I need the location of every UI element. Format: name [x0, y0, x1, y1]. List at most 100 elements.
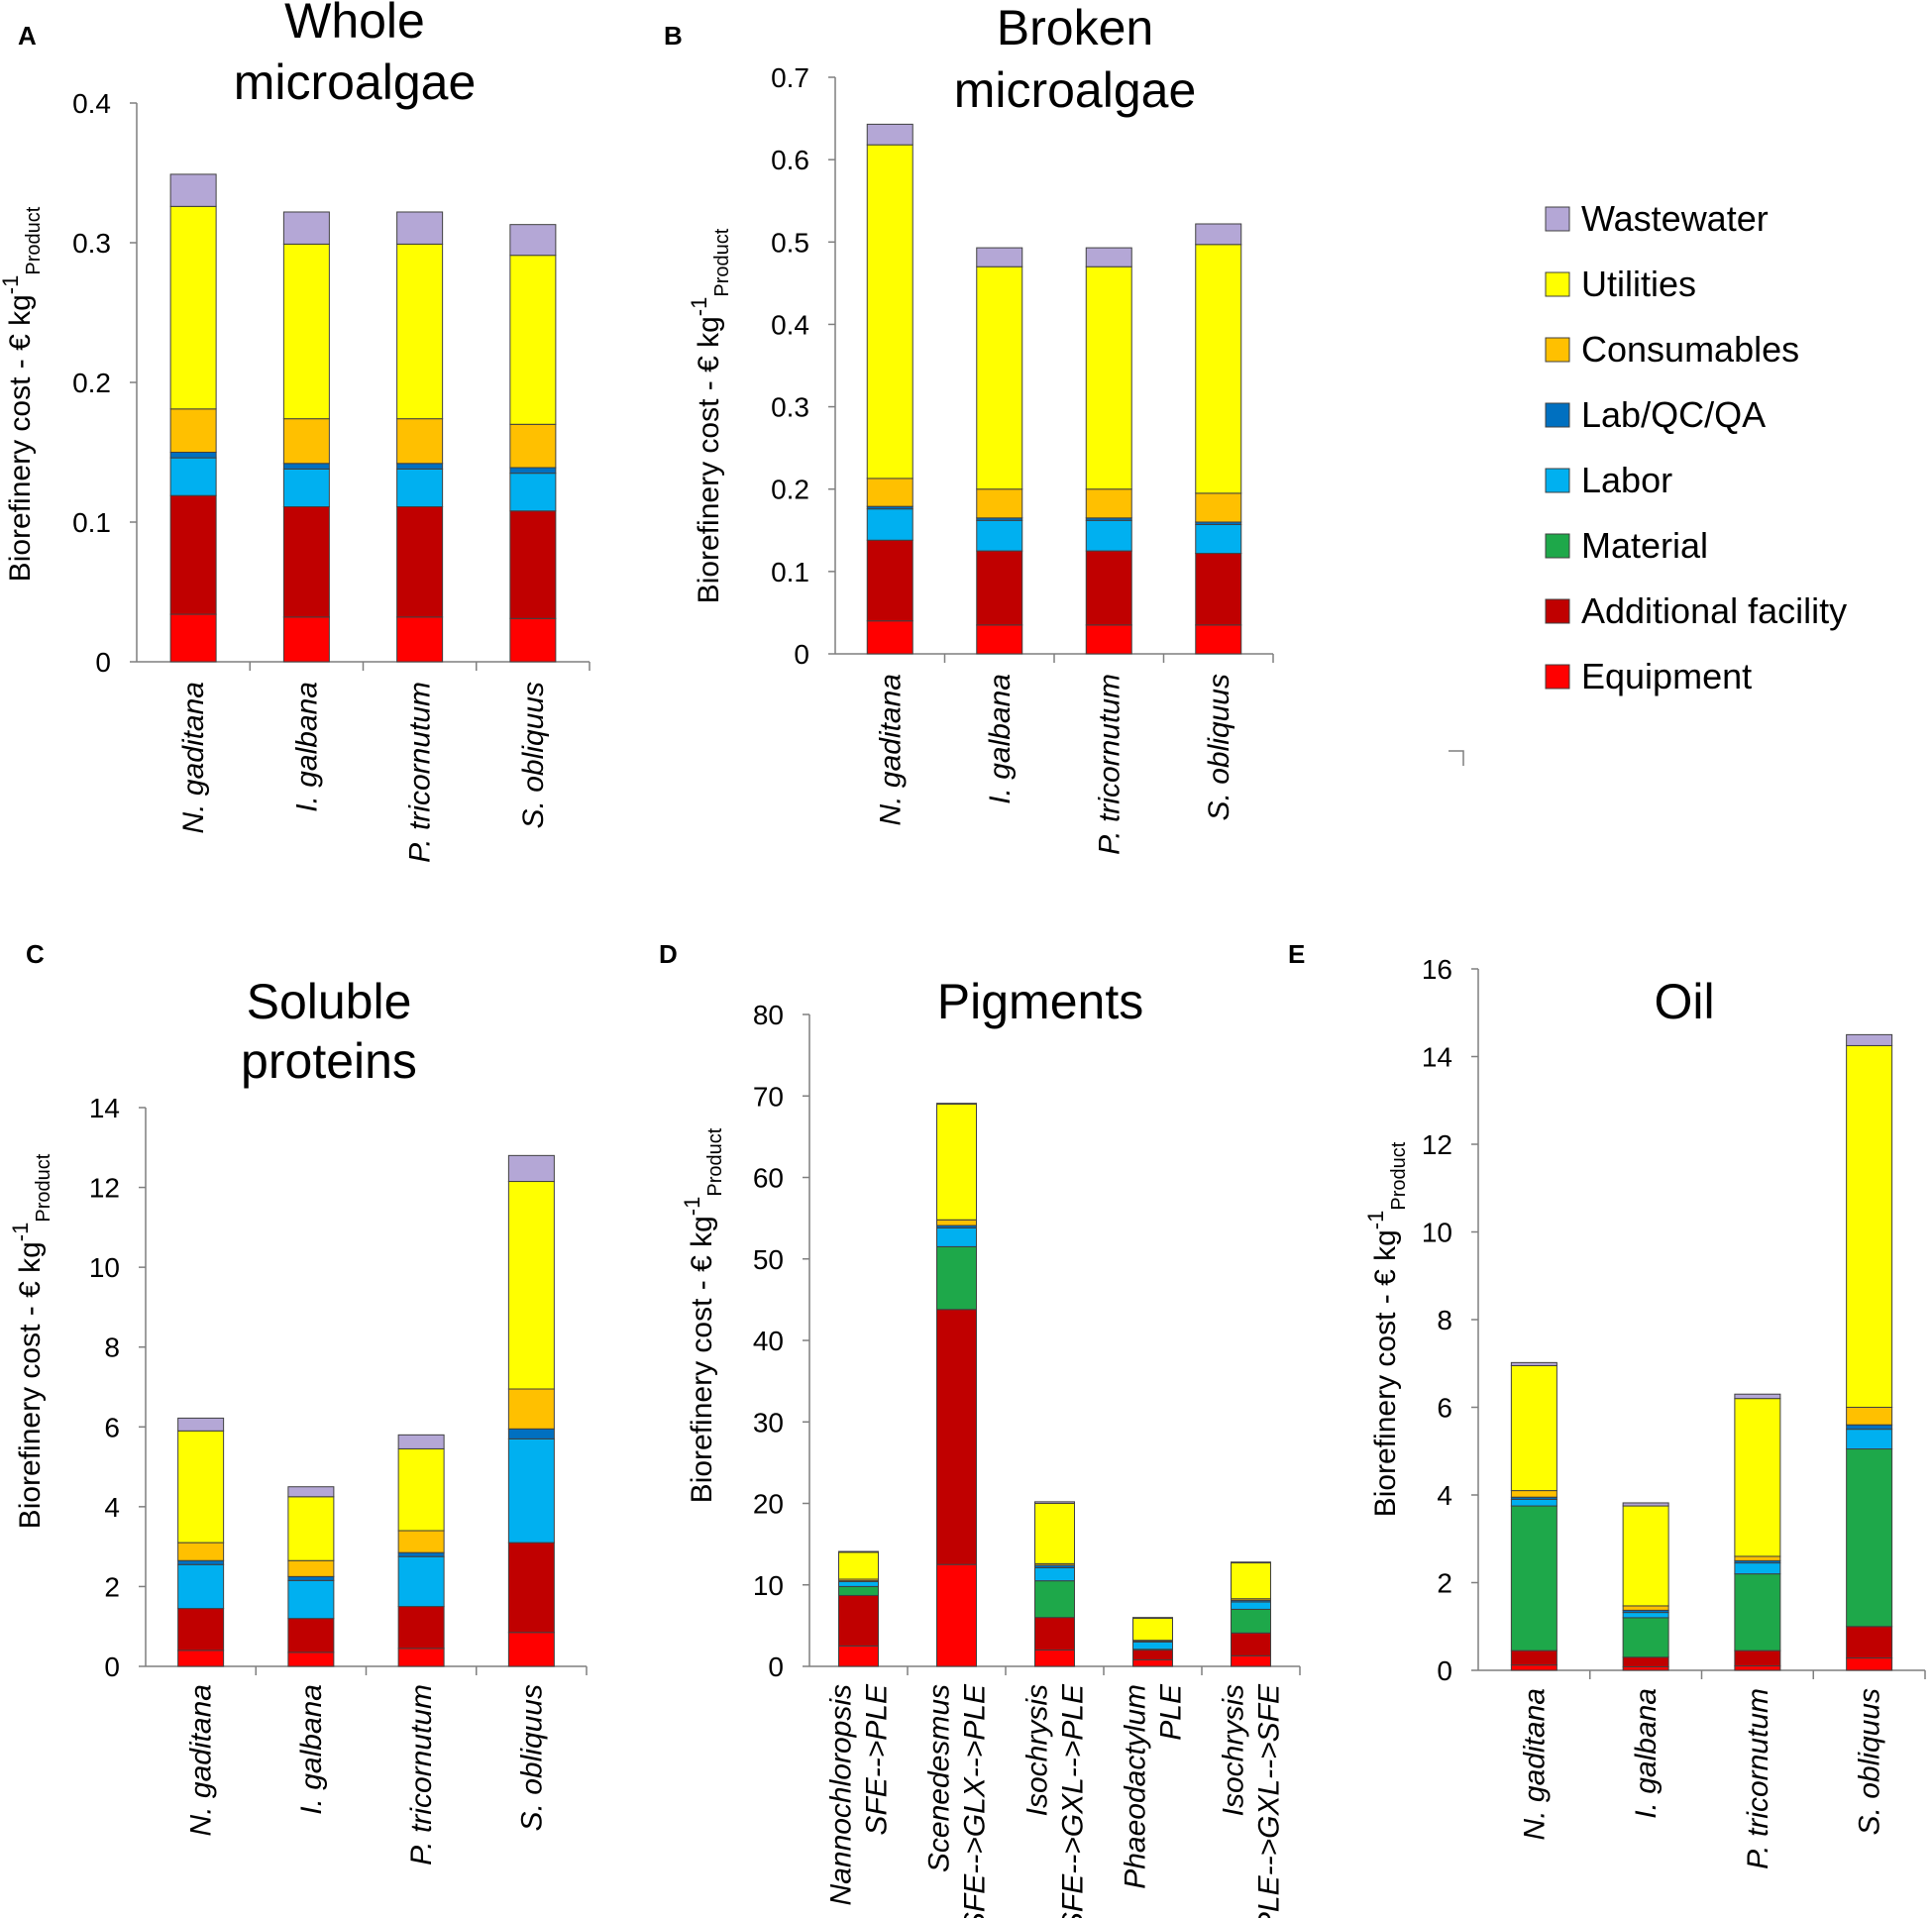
bar-segment-wastewater: [1132, 1617, 1173, 1619]
category-label: N. gaditana: [1518, 1688, 1551, 1840]
y-axis-label: Biorefinery cost - € kg-1Product: [8, 1153, 54, 1529]
legend-swatch: [1545, 337, 1570, 363]
bar-segment-utilities: [936, 1103, 977, 1221]
legend-swatch: [1545, 468, 1570, 493]
y-tick-label: 0.1: [72, 507, 111, 538]
bar-segment-equipment: [1132, 1658, 1173, 1667]
bar-segment-lab-qc-qa: [507, 1428, 555, 1439]
y-tick-label: 0.1: [771, 557, 809, 587]
y-tick-label: 12: [89, 1173, 120, 1204]
legend-swatch: [1545, 271, 1570, 297]
bar-segment-labor: [169, 457, 217, 496]
bar-segment-additional-facility: [1510, 1650, 1557, 1666]
category-label: I. galbana: [984, 674, 1017, 804]
bar-segment-utilities: [866, 144, 913, 480]
bar-segment-utilities: [509, 255, 557, 425]
bar-segment-additional-facility: [397, 1606, 445, 1650]
bar-segment-additional-facility: [976, 550, 1023, 626]
bar-segment-consumables: [1195, 492, 1242, 523]
y-tick-label: 10: [753, 1570, 784, 1601]
y-tick-label: 0.6: [771, 145, 809, 175]
legend-swatch: [1545, 402, 1570, 428]
legend-item-wastewater: Wastewater: [1545, 198, 1769, 239]
legend-label: Utilities: [1581, 264, 1696, 304]
bar-segment-additional-facility: [1034, 1617, 1075, 1652]
bar-stack-p-tricornutum: [1734, 1393, 1781, 1671]
bar-stack-isochrysis: [1034, 1501, 1075, 1667]
bar-segment-wastewater: [396, 211, 444, 245]
bar-segment-wastewater: [287, 1486, 335, 1498]
bar-segment-wastewater: [866, 123, 913, 146]
bar-segment-lab-qc-qa: [1846, 1424, 1893, 1431]
bar-stack-p-tricornutum: [397, 1434, 445, 1667]
bar-segment-additional-facility: [1195, 553, 1242, 626]
bar-segment-wastewater: [282, 211, 330, 245]
bar-segment-labor: [1195, 523, 1242, 555]
bar-segment-equipment: [169, 613, 217, 663]
bar-segment-wastewater: [976, 247, 1023, 267]
bar-segment-equipment: [1231, 1654, 1271, 1667]
bar-stack-s-obliquus: [1846, 1033, 1893, 1671]
bar-segment-lab-qc-qa: [509, 467, 557, 475]
chart-title: Whole: [284, 0, 425, 49]
y-tick-label: 70: [753, 1081, 784, 1112]
bar-segment-additional-facility: [1085, 550, 1132, 626]
bar-segment-equipment: [976, 624, 1023, 655]
bar-segment-lab-qc-qa: [282, 463, 330, 470]
chart-title: proteins: [241, 1033, 417, 1089]
panel-label: A: [18, 21, 37, 51]
bar-stack-s-obliquus: [1195, 223, 1242, 655]
category-label: Nannochloropsis: [825, 1684, 858, 1905]
y-tick-label: 0.2: [771, 475, 809, 505]
bar-segment-utilities: [282, 243, 330, 420]
bar-segment-utilities: [1132, 1617, 1173, 1642]
legend: Wastewater Utilities Consumables Lab/QC/QA L…: [1545, 198, 1847, 696]
chart-title: Soluble: [247, 974, 412, 1029]
bar-segment-equipment: [1195, 624, 1242, 655]
y-tick-label: 2: [1437, 1568, 1452, 1599]
bar-segment-utilities: [507, 1181, 555, 1390]
bar-segment-material: [1034, 1580, 1075, 1619]
bar-segment-lab-qc-qa: [396, 463, 444, 470]
bar-segment-wastewater: [169, 173, 217, 207]
chart-title: Oil: [1654, 974, 1714, 1029]
bar-segment-equipment: [1622, 1665, 1669, 1671]
y-tick-label: 4: [104, 1492, 120, 1523]
bar-segment-equipment: [936, 1563, 977, 1667]
legend-swatch: [1545, 206, 1570, 232]
bar-stack-s-obliquus: [509, 224, 557, 663]
bar-segment-equipment: [282, 616, 330, 663]
bar-segment-equipment: [507, 1632, 555, 1667]
panel-e: E Oil 0 2 4 6 8 10 12 14 16 Biorefinery cost - € kg…: [1288, 939, 1926, 1869]
bar-segment-equipment: [1034, 1650, 1075, 1667]
legend-label: Lab/QC/QA: [1581, 394, 1766, 435]
bar-segment-additional-facility: [169, 494, 217, 615]
y-tick-label: 40: [753, 1326, 784, 1356]
bar-segment-equipment: [177, 1650, 225, 1667]
bar-segment-additional-facility: [838, 1594, 879, 1647]
bar-segment-labor: [1622, 1612, 1669, 1619]
y-tick-label: 12: [1422, 1129, 1452, 1160]
y-tick-label: 16: [1422, 954, 1452, 985]
bar-segment-utilities: [1510, 1364, 1557, 1492]
bar-segment-consumables: [397, 1530, 445, 1553]
category-label: Isochrysis: [1218, 1684, 1250, 1816]
legend-item-utilities: Utilities: [1545, 264, 1696, 304]
legend-swatch: [1545, 664, 1570, 690]
category-label: PLE: [1155, 1683, 1188, 1741]
bar-segment-additional-facility: [287, 1618, 335, 1653]
bar-segment-wastewater: [936, 1103, 977, 1105]
chart-title: microalgae: [954, 62, 1197, 118]
legend-swatch: [1545, 533, 1570, 559]
panel-a: A Whole microalgae 0 0.1 0.2 0.3 0.4 Biorefinery…: [0, 0, 590, 863]
bar-segment-material: [1231, 1608, 1271, 1634]
y-tick-label: 0: [104, 1652, 120, 1682]
bar-segment-material: [1510, 1505, 1557, 1652]
category-label: S. obliquus: [1854, 1688, 1886, 1835]
bar-stack-i-galbana: [976, 247, 1023, 655]
category-label: N. gaditana: [185, 1684, 218, 1836]
bar-stack-phaeodactylum: [1132, 1617, 1173, 1667]
bar-segment-labor: [1132, 1641, 1173, 1651]
y-tick-label: 0.4: [771, 309, 809, 340]
